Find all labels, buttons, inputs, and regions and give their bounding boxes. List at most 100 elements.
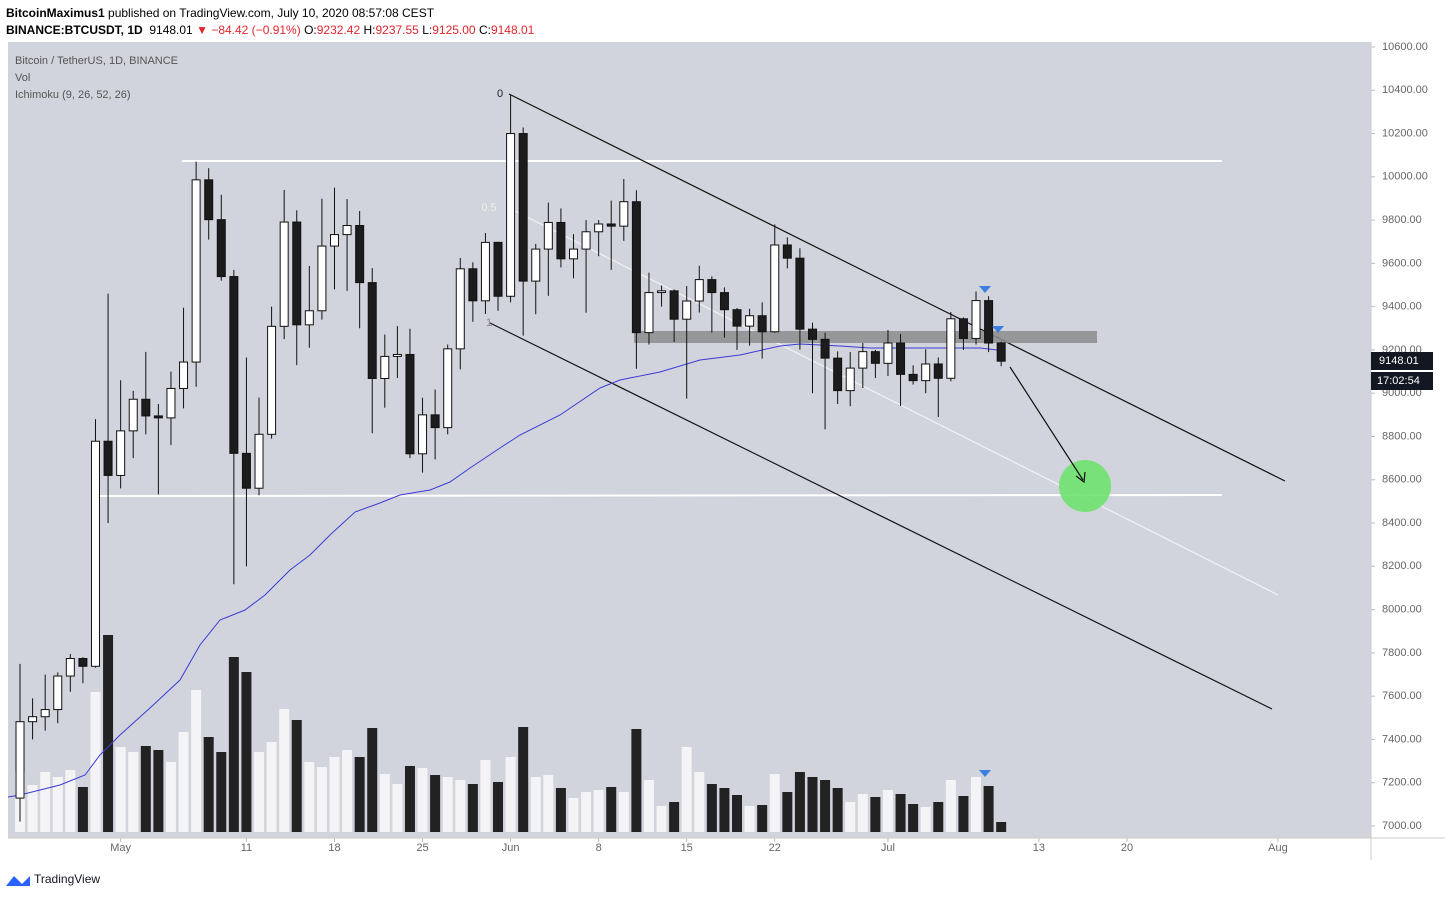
volume-bar xyxy=(782,792,793,832)
candle-body xyxy=(518,133,528,282)
volume-bar xyxy=(279,709,290,832)
volume-bar xyxy=(480,760,491,832)
candle-body xyxy=(392,353,402,357)
fib-label: 0.5 xyxy=(481,202,496,214)
candle-body xyxy=(946,318,956,379)
candle-body xyxy=(480,241,490,302)
support-line xyxy=(96,494,1223,497)
y-tick-label: 7200.00 xyxy=(1382,777,1422,789)
signal-marker xyxy=(992,326,1004,333)
channel-top xyxy=(508,93,1286,482)
candle-body xyxy=(40,709,50,718)
candle-body xyxy=(128,398,138,432)
ohlc-value: 9125.00 xyxy=(432,23,476,37)
candle-body xyxy=(606,223,616,227)
y-tick-label: 8400.00 xyxy=(1382,517,1422,529)
candle-body xyxy=(996,342,1006,362)
volume-bar xyxy=(442,777,453,832)
price: 9148.01 xyxy=(149,23,193,37)
candle-body xyxy=(845,367,855,392)
candle-body xyxy=(304,310,314,326)
candle-body xyxy=(543,221,553,250)
candle-body xyxy=(870,351,880,364)
candle-body xyxy=(141,398,151,417)
target-circle xyxy=(1059,460,1111,512)
legend-item: Vol xyxy=(15,72,30,84)
volume-bar xyxy=(103,635,114,832)
x-tick-label: Aug xyxy=(1268,842,1288,854)
candle-body xyxy=(229,276,239,454)
volume-bar xyxy=(404,766,415,832)
candle-body xyxy=(807,328,817,340)
volume-bar xyxy=(505,757,516,832)
volume-bar xyxy=(430,775,441,832)
volume-bar xyxy=(304,762,315,832)
candle-body xyxy=(241,452,251,489)
volume-bar xyxy=(606,787,617,832)
y-tick-label: 10400.00 xyxy=(1382,84,1428,96)
candle-body xyxy=(770,244,780,333)
candle-body xyxy=(15,721,25,799)
volume-bar xyxy=(316,767,327,832)
volume-bar xyxy=(656,806,667,832)
ohlc-label: C: xyxy=(478,23,491,37)
y-tick-label: 7800.00 xyxy=(1382,647,1422,659)
candle-body xyxy=(329,234,339,247)
volume-bar xyxy=(971,777,982,832)
candle-body xyxy=(116,430,126,476)
volume-bar xyxy=(165,762,176,832)
volume-bar xyxy=(681,747,692,832)
x-tick-label: 20 xyxy=(1121,842,1133,854)
volume-bar xyxy=(845,802,856,832)
volume-bar xyxy=(983,786,994,832)
volume-bar xyxy=(820,780,831,832)
volume-bar xyxy=(367,728,378,832)
candle-body xyxy=(581,231,591,250)
candle-body xyxy=(279,221,289,327)
x-tick-label: 25 xyxy=(416,842,428,854)
candle-body xyxy=(669,290,679,320)
volume-bar xyxy=(342,750,353,832)
candle-body xyxy=(342,225,352,236)
volume-bar xyxy=(706,784,717,832)
candle-body xyxy=(103,440,113,476)
volume-bar xyxy=(832,788,843,832)
volume-bar xyxy=(241,672,252,832)
volume-bar xyxy=(732,795,743,832)
price-badge-text: 9148.01 xyxy=(1379,355,1419,367)
candle-body xyxy=(707,279,717,294)
candle-body xyxy=(719,292,729,311)
candle-body xyxy=(594,223,604,233)
volume-bar xyxy=(291,720,302,832)
ohlc-label: H: xyxy=(363,23,376,37)
candle-body xyxy=(971,300,981,339)
legend-item: Bitcoin / TetherUS, 1D, BINANCE xyxy=(15,55,178,67)
volume-bar xyxy=(908,804,919,832)
published: published on TradingView.com, July 10, 2… xyxy=(104,6,435,20)
volume-bar xyxy=(128,752,139,832)
volume-bar xyxy=(216,752,227,832)
volume-bar xyxy=(757,805,768,832)
volume-bar xyxy=(203,737,214,832)
volume-bar xyxy=(958,796,969,832)
candle-body xyxy=(468,268,478,302)
volume-bar xyxy=(631,729,642,832)
volume-bar xyxy=(493,782,504,832)
volume-bar xyxy=(744,806,755,832)
volume-bar xyxy=(77,787,88,832)
volume-bar xyxy=(794,772,805,832)
volume-bar xyxy=(254,752,265,832)
volume-bar xyxy=(920,807,931,832)
y-tick-label: 10000.00 xyxy=(1382,171,1428,183)
y-tick-label: 8600.00 xyxy=(1382,474,1422,486)
candle-body xyxy=(493,241,503,297)
axes: 7000.00 7200.00 7400.00 7600.00 7800.00 8000.… xyxy=(110,41,1428,854)
candle-body xyxy=(984,300,994,344)
candle-body xyxy=(732,309,742,327)
candle-body xyxy=(443,348,453,429)
volume-bar xyxy=(417,768,428,832)
volume-bar xyxy=(555,788,566,832)
arrow-head xyxy=(1075,471,1086,484)
volume-bar xyxy=(593,790,604,832)
candle-body xyxy=(216,219,226,278)
